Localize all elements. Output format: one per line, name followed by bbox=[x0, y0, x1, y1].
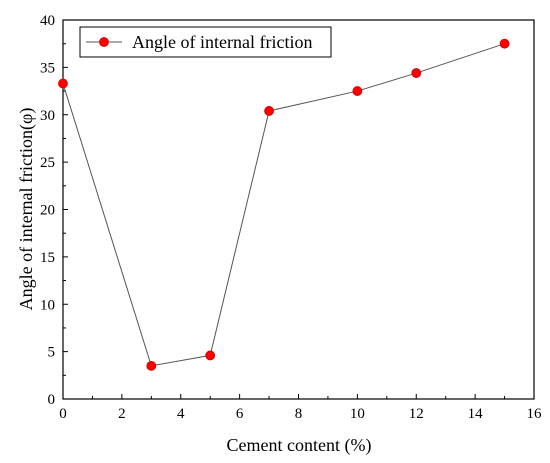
y-tick-label: 10 bbox=[40, 297, 55, 313]
y-tick-label: 30 bbox=[40, 108, 55, 124]
x-axis-label: Cement content (%) bbox=[227, 435, 372, 456]
x-tick-label: 6 bbox=[236, 406, 244, 422]
y-tick-label: 20 bbox=[40, 203, 55, 219]
legend-label: Angle of internal friction bbox=[132, 32, 312, 52]
y-tick-label: 0 bbox=[48, 392, 56, 408]
data-point bbox=[146, 360, 157, 371]
x-tick-label: 10 bbox=[350, 406, 365, 422]
series-line bbox=[62, 43, 505, 367]
data-point bbox=[352, 86, 363, 96]
data-point bbox=[205, 350, 216, 361]
data-point bbox=[264, 106, 274, 116]
series-points bbox=[58, 38, 510, 371]
data-point bbox=[499, 38, 510, 49]
series-polyline bbox=[62, 43, 505, 367]
legend: Angle of internal friction bbox=[79, 26, 332, 58]
y-tick-label: 15 bbox=[40, 250, 55, 266]
y-axis-ticks: 0 5 10 15 20 25 30 35 40 bbox=[40, 13, 68, 408]
x-axis-ticks: 0 2 4 6 8 10 12 14 16 bbox=[59, 394, 542, 422]
y-tick-label: 40 bbox=[40, 13, 55, 29]
data-point bbox=[411, 68, 422, 78]
x-tick-label: 8 bbox=[295, 406, 303, 422]
x-tick-label: 14 bbox=[468, 406, 484, 422]
x-tick-label: 2 bbox=[118, 406, 126, 422]
data-point bbox=[58, 78, 68, 89]
y-tick-label: 25 bbox=[40, 155, 55, 171]
plot-frame bbox=[62, 19, 535, 400]
y-tick-label: 35 bbox=[40, 60, 55, 76]
y-axis-label: Angle of internal friction(φ) bbox=[16, 108, 37, 311]
x-tick-label: 12 bbox=[409, 406, 424, 422]
x-tick-label: 16 bbox=[527, 406, 543, 422]
plot-area-border bbox=[62, 19, 535, 400]
x-tick-label: 4 bbox=[177, 406, 185, 422]
y-tick-label: 5 bbox=[48, 345, 56, 361]
x-tick-label: 0 bbox=[59, 406, 67, 422]
legend-marker bbox=[99, 37, 109, 47]
